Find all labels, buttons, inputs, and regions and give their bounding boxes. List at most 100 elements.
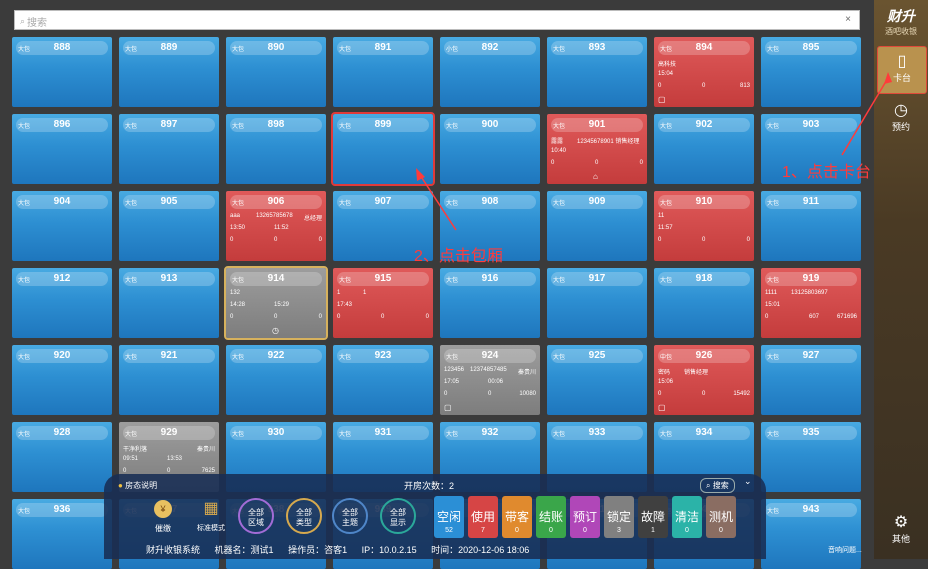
room-info: 0 bbox=[658, 83, 662, 89]
card-table-button[interactable]: ▯ 卡台 bbox=[877, 46, 927, 94]
room-908[interactable]: 大包 908 bbox=[440, 191, 540, 261]
room-928[interactable]: 大包 928 bbox=[12, 422, 112, 492]
room-892[interactable]: 小包 892 bbox=[440, 37, 540, 107]
room-917[interactable]: 大包 917 bbox=[547, 268, 647, 338]
room-936[interactable]: 大包 936 bbox=[12, 499, 112, 569]
room-935[interactable]: 大包 935 bbox=[761, 422, 861, 492]
status-label: 结账 bbox=[538, 510, 563, 524]
room-type-tag: 大包 bbox=[339, 47, 352, 53]
room-info: 12374857485 bbox=[470, 367, 507, 373]
room-914[interactable]: 大包 914 132 14:28 15:29 0 0 0 ◷ bbox=[224, 266, 328, 340]
room-number: 931 bbox=[374, 427, 392, 438]
status-filter-1[interactable]: 使用 7 bbox=[468, 496, 498, 538]
room-header bbox=[444, 272, 536, 286]
room-info: 671696 bbox=[836, 314, 857, 320]
status-filter-7[interactable]: 清洁 0 bbox=[672, 496, 702, 538]
room-921[interactable]: 大包 921 bbox=[119, 345, 219, 415]
room-905[interactable]: 大包 905 bbox=[119, 191, 219, 261]
room-number: 906 bbox=[267, 196, 285, 207]
other-button[interactable]: ⚙ 其他 bbox=[877, 508, 925, 554]
room-896[interactable]: 大包 896 bbox=[12, 114, 112, 184]
audio-issue-link[interactable]: 音响问题... bbox=[828, 547, 862, 554]
status-label: 故障 bbox=[640, 510, 665, 524]
room-number: 928 bbox=[53, 427, 71, 438]
room-927[interactable]: 大包 927 bbox=[761, 345, 861, 415]
room-910[interactable]: 大包 910 11 11:57 0 0 0 bbox=[654, 191, 754, 261]
room-info: 露露 bbox=[551, 139, 564, 145]
room-916[interactable]: 大包 916 bbox=[440, 268, 540, 338]
room-889[interactable]: 大包 889 bbox=[119, 37, 219, 107]
clock-icon: ◷ bbox=[272, 326, 279, 335]
room-type-tag: 大包 bbox=[767, 47, 780, 53]
status-filter-5[interactable]: 锁定 3 bbox=[604, 496, 634, 538]
room-922[interactable]: 大包 922 bbox=[226, 345, 326, 415]
standard-mode-button[interactable]: ▦ 标准模式 bbox=[197, 500, 225, 532]
room-number: 915 bbox=[374, 273, 392, 284]
urge-payment-button[interactable]: ¥ 催缴 bbox=[148, 500, 178, 534]
room-number: 893 bbox=[588, 42, 606, 53]
status-filter-4[interactable]: 预订 0 bbox=[570, 496, 600, 538]
room-903[interactable]: 大包 903 bbox=[761, 114, 861, 184]
room-897[interactable]: 大包 897 bbox=[119, 114, 219, 184]
all-zones-filter[interactable]: 全部 区域 bbox=[238, 498, 274, 534]
room-info: 11:57 bbox=[658, 225, 673, 231]
room-898[interactable]: 大包 898 bbox=[226, 114, 326, 184]
room-info: 0 bbox=[230, 237, 234, 243]
room-info: 0 bbox=[274, 314, 278, 320]
room-915[interactable]: 大包 915 1 1 17:43 0 0 0 bbox=[333, 268, 433, 338]
chevron-down-icon[interactable]: ⌄ bbox=[744, 476, 752, 486]
room-header bbox=[658, 41, 750, 55]
all-themes-filter[interactable]: 全部 主题 bbox=[332, 498, 368, 534]
room-912[interactable]: 大包 912 bbox=[12, 268, 112, 338]
room-number: 926 bbox=[695, 350, 713, 361]
room-923[interactable]: 大包 923 bbox=[333, 345, 433, 415]
panel-search-button[interactable]: ⌕ 搜索 bbox=[700, 478, 735, 493]
room-890[interactable]: 大包 890 bbox=[226, 37, 326, 107]
status-filter-0[interactable]: 空闲 52 bbox=[434, 496, 464, 538]
room-913[interactable]: 大包 913 bbox=[119, 268, 219, 338]
room-number: 924 bbox=[481, 350, 499, 361]
clear-icon[interactable]: × bbox=[845, 14, 851, 25]
room-type-tag: 大包 bbox=[553, 355, 566, 361]
room-924[interactable]: 大包 924 123456 12374857485 秦贵川 17:05 00:06 0 0 100… bbox=[440, 345, 540, 415]
room-907[interactable]: 大包 907 bbox=[333, 191, 433, 261]
room-902[interactable]: 大包 902 bbox=[654, 114, 754, 184]
search-bar[interactable]: ⌕ 搜索 × bbox=[14, 10, 860, 30]
door-icon: ▯ bbox=[897, 53, 907, 70]
room-header bbox=[551, 426, 643, 440]
room-895[interactable]: 大包 895 bbox=[761, 37, 861, 107]
room-943[interactable]: 大包 943 bbox=[761, 499, 861, 569]
room-906[interactable]: 大包 906 aaa 13265785678 总经理 13:50 11:52 0 0 0 bbox=[226, 191, 326, 261]
room-888[interactable]: 大包 888 bbox=[12, 37, 112, 107]
room-901[interactable]: 大包 901 露露 12345678901 销售经理 10:40 0 0 0 ⌂ bbox=[547, 114, 647, 184]
room-926[interactable]: 中包 926 密码 销售经理 15:06 0 0 15492 ▢ bbox=[654, 345, 754, 415]
room-type-tag: 大包 bbox=[446, 201, 459, 207]
room-info: 11 bbox=[658, 213, 665, 219]
status-filter-8[interactable]: 测机 0 bbox=[706, 496, 736, 538]
room-number: 895 bbox=[802, 42, 820, 53]
all-display-filter[interactable]: 全部 显示 bbox=[380, 498, 416, 534]
status-filter-2[interactable]: 带客 0 bbox=[502, 496, 532, 538]
status-filter-3[interactable]: 结账 0 bbox=[536, 496, 566, 538]
room-info: 0 bbox=[123, 468, 127, 474]
all-types-filter[interactable]: 全部 类型 bbox=[286, 498, 322, 534]
room-918[interactable]: 大包 918 bbox=[654, 268, 754, 338]
room-894[interactable]: 大包 894 高科技 15:04 0 0 813 ▢ bbox=[654, 37, 754, 107]
room-911[interactable]: 大包 911 bbox=[761, 191, 861, 261]
room-925[interactable]: 大包 925 bbox=[547, 345, 647, 415]
room-891[interactable]: 大包 891 bbox=[333, 37, 433, 107]
info-icon: ● bbox=[118, 481, 123, 490]
room-920[interactable]: 大包 920 bbox=[12, 345, 112, 415]
reserve-button[interactable]: ◷ 预约 bbox=[877, 96, 925, 142]
room-909[interactable]: 大包 909 bbox=[547, 191, 647, 261]
room-status-legend[interactable]: ● 房态说明 bbox=[118, 481, 158, 490]
room-type-tag: 大包 bbox=[767, 278, 780, 284]
sofa-icon: ⌂ bbox=[593, 172, 598, 181]
room-900[interactable]: 大包 900 bbox=[440, 114, 540, 184]
room-919[interactable]: 大包 919 1111 13125803697 15:01 0 607 671696 bbox=[761, 268, 861, 338]
status-filter-6[interactable]: 故障 1 bbox=[638, 496, 668, 538]
room-899[interactable]: 大包 899 bbox=[331, 112, 435, 186]
room-893[interactable]: 大包 893 bbox=[547, 37, 647, 107]
room-number: 927 bbox=[802, 350, 820, 361]
room-904[interactable]: 大包 904 bbox=[12, 191, 112, 261]
